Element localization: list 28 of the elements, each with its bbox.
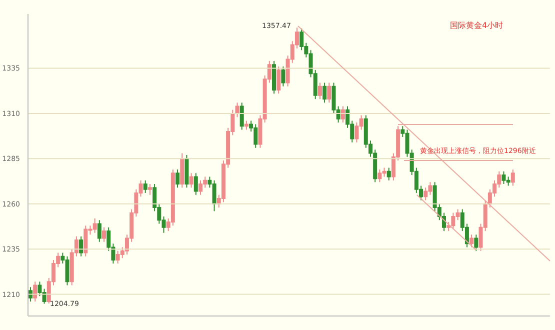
candlestick bbox=[79, 236, 84, 257]
candlestick bbox=[318, 82, 322, 100]
candlestick bbox=[240, 102, 244, 130]
candlestick bbox=[102, 226, 106, 242]
candlestick bbox=[474, 234, 478, 252]
candlestick bbox=[189, 172, 194, 188]
candlestick bbox=[272, 60, 276, 94]
text: 国际黄金4小时 bbox=[450, 20, 504, 31]
candlestick bbox=[143, 180, 148, 194]
candlestick bbox=[28, 286, 32, 302]
candlestick bbox=[470, 234, 474, 248]
candlestick bbox=[386, 167, 391, 181]
candlestick bbox=[184, 154, 189, 188]
candlestick bbox=[327, 82, 332, 104]
candlestick bbox=[194, 172, 198, 196]
candlestick bbox=[176, 169, 180, 188]
candlestick bbox=[180, 152, 184, 188]
candlestick bbox=[244, 120, 248, 130]
candlestick bbox=[33, 281, 38, 302]
candlestick bbox=[281, 66, 286, 87]
candlestick bbox=[235, 102, 240, 118]
candlestick bbox=[340, 106, 345, 124]
candlestick bbox=[84, 225, 88, 257]
candlestick bbox=[148, 183, 152, 196]
candlestick bbox=[322, 82, 327, 104]
candlestick bbox=[97, 220, 102, 242]
candlestick bbox=[276, 66, 281, 94]
candlestick bbox=[510, 169, 515, 186]
